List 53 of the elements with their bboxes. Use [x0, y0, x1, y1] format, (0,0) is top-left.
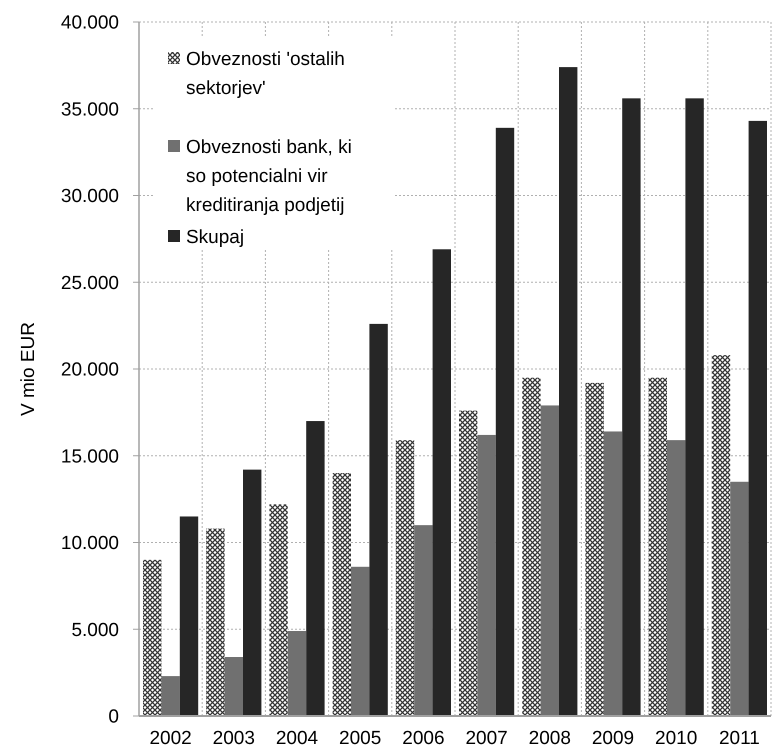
- bar: [604, 431, 622, 716]
- x-tick-label: 2005: [339, 728, 382, 749]
- bar: [432, 249, 451, 716]
- bar: [332, 473, 351, 716]
- bar: [414, 525, 433, 716]
- bar: [540, 405, 559, 716]
- bar: [585, 382, 604, 716]
- legend-label: Skupaj: [186, 227, 244, 248]
- bar: [161, 676, 180, 716]
- bar: [685, 98, 704, 716]
- bar: [396, 440, 414, 716]
- bar: [180, 516, 198, 716]
- y-tick-label: 15.000: [60, 446, 119, 468]
- y-tick-label: 5.000: [71, 620, 119, 641]
- bar: [243, 470, 262, 716]
- bar: [748, 120, 767, 716]
- bar: [369, 324, 388, 716]
- y-tick-label: 25.000: [60, 272, 119, 294]
- y-tick-label: 0: [108, 706, 119, 728]
- x-tick-label: 2007: [465, 728, 508, 749]
- bar: [648, 378, 667, 716]
- x-tick-label: 2006: [402, 728, 445, 749]
- bar: [622, 98, 641, 716]
- y-tick-label: 10.000: [60, 533, 119, 554]
- bar: [143, 560, 162, 716]
- bar: [224, 657, 243, 716]
- bar: [269, 504, 288, 716]
- x-tick-label: 2009: [592, 728, 634, 749]
- x-tick-label: 2008: [528, 728, 571, 749]
- y-tick-label: 20.000: [60, 360, 119, 381]
- bar: [522, 378, 541, 716]
- bar: [667, 440, 686, 716]
- y-tick-label: 30.000: [60, 186, 119, 208]
- bar: [306, 421, 325, 716]
- bar: [459, 410, 478, 716]
- bar: [730, 482, 749, 716]
- bar: [496, 128, 514, 716]
- y-tick-label: 40.000: [60, 12, 119, 34]
- x-tick-label: 2010: [655, 728, 698, 749]
- bar: [351, 566, 370, 716]
- legend-label: Obveznosti 'ostalih sektorjev': [186, 49, 345, 99]
- bar: [206, 528, 225, 716]
- bar: [288, 630, 306, 716]
- bar: [559, 67, 578, 716]
- bar: [477, 434, 496, 716]
- x-tick-label: 2003: [212, 728, 255, 749]
- x-tick-label: 2004: [276, 728, 319, 749]
- y-tick-label: 35.000: [60, 99, 119, 120]
- x-tick-label: 2011: [718, 728, 760, 749]
- y-axis-title: V mio EUR: [18, 322, 39, 416]
- x-tick-label: 2002: [149, 728, 192, 749]
- bar: [712, 355, 730, 716]
- legend-label: Obveznosti bank, ki so potencialni vir kreditiranja podjetij: [186, 137, 352, 216]
